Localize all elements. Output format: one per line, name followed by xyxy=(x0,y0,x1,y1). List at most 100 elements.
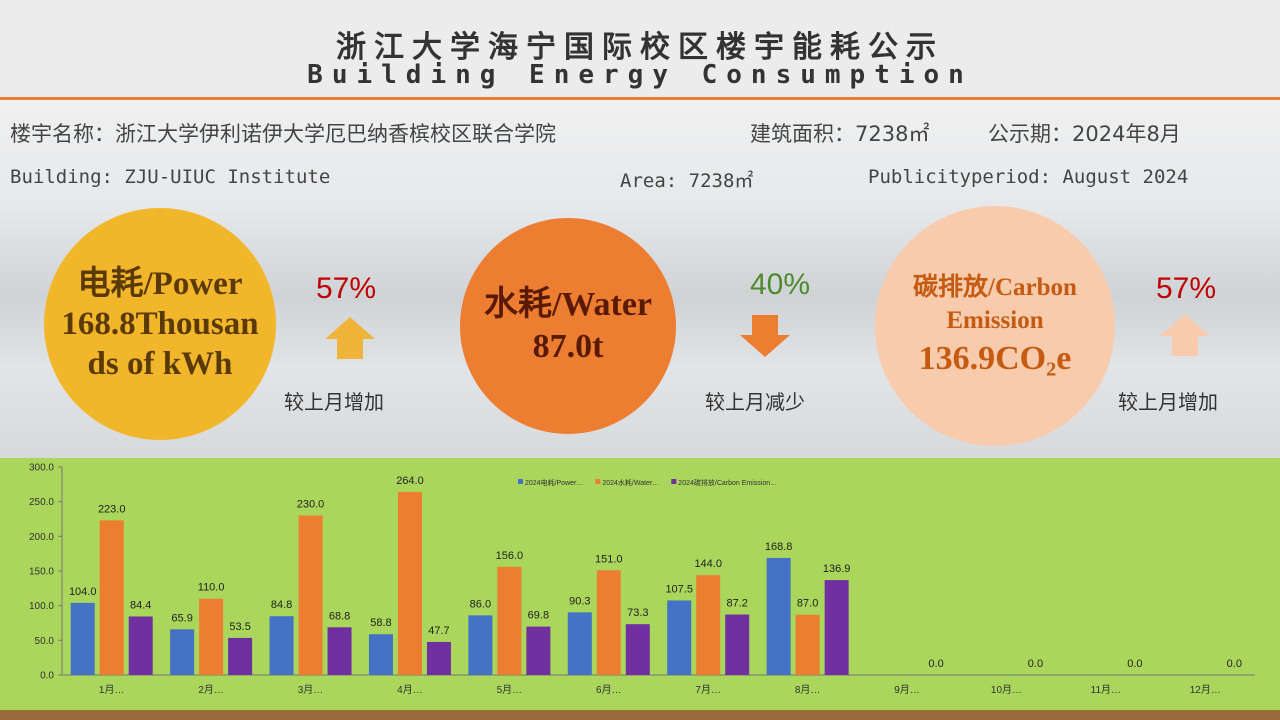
bar xyxy=(70,602,95,675)
area-en: Area: 7238㎡ xyxy=(620,170,754,192)
bar xyxy=(795,614,820,675)
bar xyxy=(128,616,153,675)
data-label: 0.0 xyxy=(1127,658,1142,670)
bar xyxy=(596,570,621,675)
bar xyxy=(824,580,849,675)
data-label: 86.0 xyxy=(470,598,491,610)
building-en: Building: ZJU-UIUC Institute xyxy=(10,166,331,188)
bar xyxy=(269,616,294,675)
up-arrow xyxy=(1160,314,1210,356)
legend-swatch xyxy=(671,479,677,484)
bar xyxy=(696,575,721,675)
data-label: 0.0 xyxy=(1227,658,1242,670)
power-circle: 电耗/Power 168.8Thousands of kWh xyxy=(44,208,276,440)
data-label: 90.3 xyxy=(569,595,590,607)
data-label: 156.0 xyxy=(496,550,524,562)
bar xyxy=(426,641,451,675)
data-label: 87.2 xyxy=(726,598,747,610)
y-tick-label: 300.0 xyxy=(29,463,54,474)
x-tick-label: 6月… xyxy=(596,684,622,696)
change: 57% xyxy=(1156,272,1217,305)
bar xyxy=(526,626,551,675)
x-tick-label: 10月… xyxy=(991,684,1022,696)
bar xyxy=(199,598,224,675)
legend-swatch xyxy=(595,479,601,484)
data-label: 136.9 xyxy=(823,563,851,575)
data-label: 84.4 xyxy=(130,599,151,611)
x-tick-label: 9月… xyxy=(894,684,920,696)
title-cn: 浙江大学海宁国际校区楼宇能耗公示 xyxy=(336,30,944,65)
bar xyxy=(468,615,493,675)
legend-label: 2024水耗/Water… xyxy=(602,478,659,487)
data-label: 144.0 xyxy=(694,558,722,570)
data-label: 73.3 xyxy=(627,607,648,619)
data-label: 65.9 xyxy=(171,612,192,624)
change-note: 较上月减少 xyxy=(705,390,805,414)
bar xyxy=(228,637,253,675)
data-label: 84.8 xyxy=(271,599,292,611)
y-tick-label: 0.0 xyxy=(40,671,54,682)
header: 浙江大学海宁国际校区楼宇能耗公示 Building Energy Consump… xyxy=(0,0,1280,100)
area-cn: 建筑面积：7238㎡ xyxy=(750,122,930,146)
bar xyxy=(625,624,650,675)
metric-value: 168.8Thousands of kWh xyxy=(61,306,259,382)
data-label: 230.0 xyxy=(297,499,325,511)
legend-swatch xyxy=(518,479,523,484)
bar xyxy=(327,627,352,675)
bar xyxy=(170,629,195,675)
y-tick-label: 150.0 xyxy=(29,567,54,578)
data-label: 151.0 xyxy=(595,553,623,565)
y-tick-label: 100.0 xyxy=(29,601,54,612)
data-label: 0.0 xyxy=(1028,658,1043,670)
x-tick-label: 4月… xyxy=(397,684,423,696)
bar xyxy=(725,614,750,675)
metric-label: 碳排放/Carbon Emission xyxy=(913,274,1077,334)
metric-value: 87.0t xyxy=(532,328,604,365)
data-label: 68.8 xyxy=(329,610,350,622)
bar xyxy=(567,612,592,675)
bar xyxy=(667,600,692,675)
change: 57% xyxy=(316,272,377,305)
y-tick-label: 50.0 xyxy=(35,636,55,647)
x-tick-label: 7月… xyxy=(695,684,721,696)
carbon-circle: 碳排放/Carbon Emission 136.9CO₂e xyxy=(875,206,1115,446)
data-label: 69.8 xyxy=(528,610,549,622)
period-cn: 公示期：2024年8月 xyxy=(988,122,1181,146)
data-label: 264.0 xyxy=(396,475,424,487)
bottom-strip xyxy=(0,710,1280,720)
change-note: 较上月增加 xyxy=(284,390,384,414)
data-label: 0.0 xyxy=(928,658,943,670)
x-tick-label: 2月… xyxy=(198,684,224,696)
change-note: 较上月增加 xyxy=(1118,390,1218,414)
water-circle: 水耗/Water 87.0t xyxy=(460,218,676,434)
building-cn: 楼宇名称：浙江大学伊利诺伊大学厄巴纳香槟校区联合学院 xyxy=(10,122,556,146)
metric-value: 136.9CO₂e xyxy=(918,340,1072,377)
bar xyxy=(766,557,791,675)
data-label: 110.0 xyxy=(198,582,225,594)
x-tick-label: 11月… xyxy=(1091,684,1121,696)
chart: 0.0 50.0 100.0 150.0 200.0 250.0 300.0 1月… 104.0… xyxy=(0,458,1280,720)
data-label: 87.0 xyxy=(797,598,818,610)
bar xyxy=(298,515,323,675)
down-arrow xyxy=(740,315,790,357)
bar xyxy=(99,520,124,675)
change: 40% xyxy=(750,268,811,301)
title-en: Building Energy Consumption xyxy=(307,60,973,90)
legend-label: 2024电耗/Power… xyxy=(525,478,583,487)
data-label: 223.0 xyxy=(98,503,126,515)
x-tick-label: 12月… xyxy=(1190,684,1221,696)
data-label: 104.0 xyxy=(69,586,97,598)
metric-label: 水耗/Water xyxy=(483,286,653,323)
data-label: 58.8 xyxy=(370,617,391,629)
bar xyxy=(397,491,422,675)
x-tick-label: 5月… xyxy=(497,684,523,696)
metric-label: 电耗/Power xyxy=(77,266,243,302)
data-label: 47.7 xyxy=(428,625,449,637)
data-label: 107.5 xyxy=(665,583,693,595)
period-en: Publicityperiod: August 2024 xyxy=(868,166,1189,188)
y-tick-label: 200.0 xyxy=(29,532,54,543)
legend-label: 2024碳排放/Carbon Emission… xyxy=(678,478,777,487)
data-label: 168.8 xyxy=(765,541,793,553)
bar xyxy=(497,566,522,675)
